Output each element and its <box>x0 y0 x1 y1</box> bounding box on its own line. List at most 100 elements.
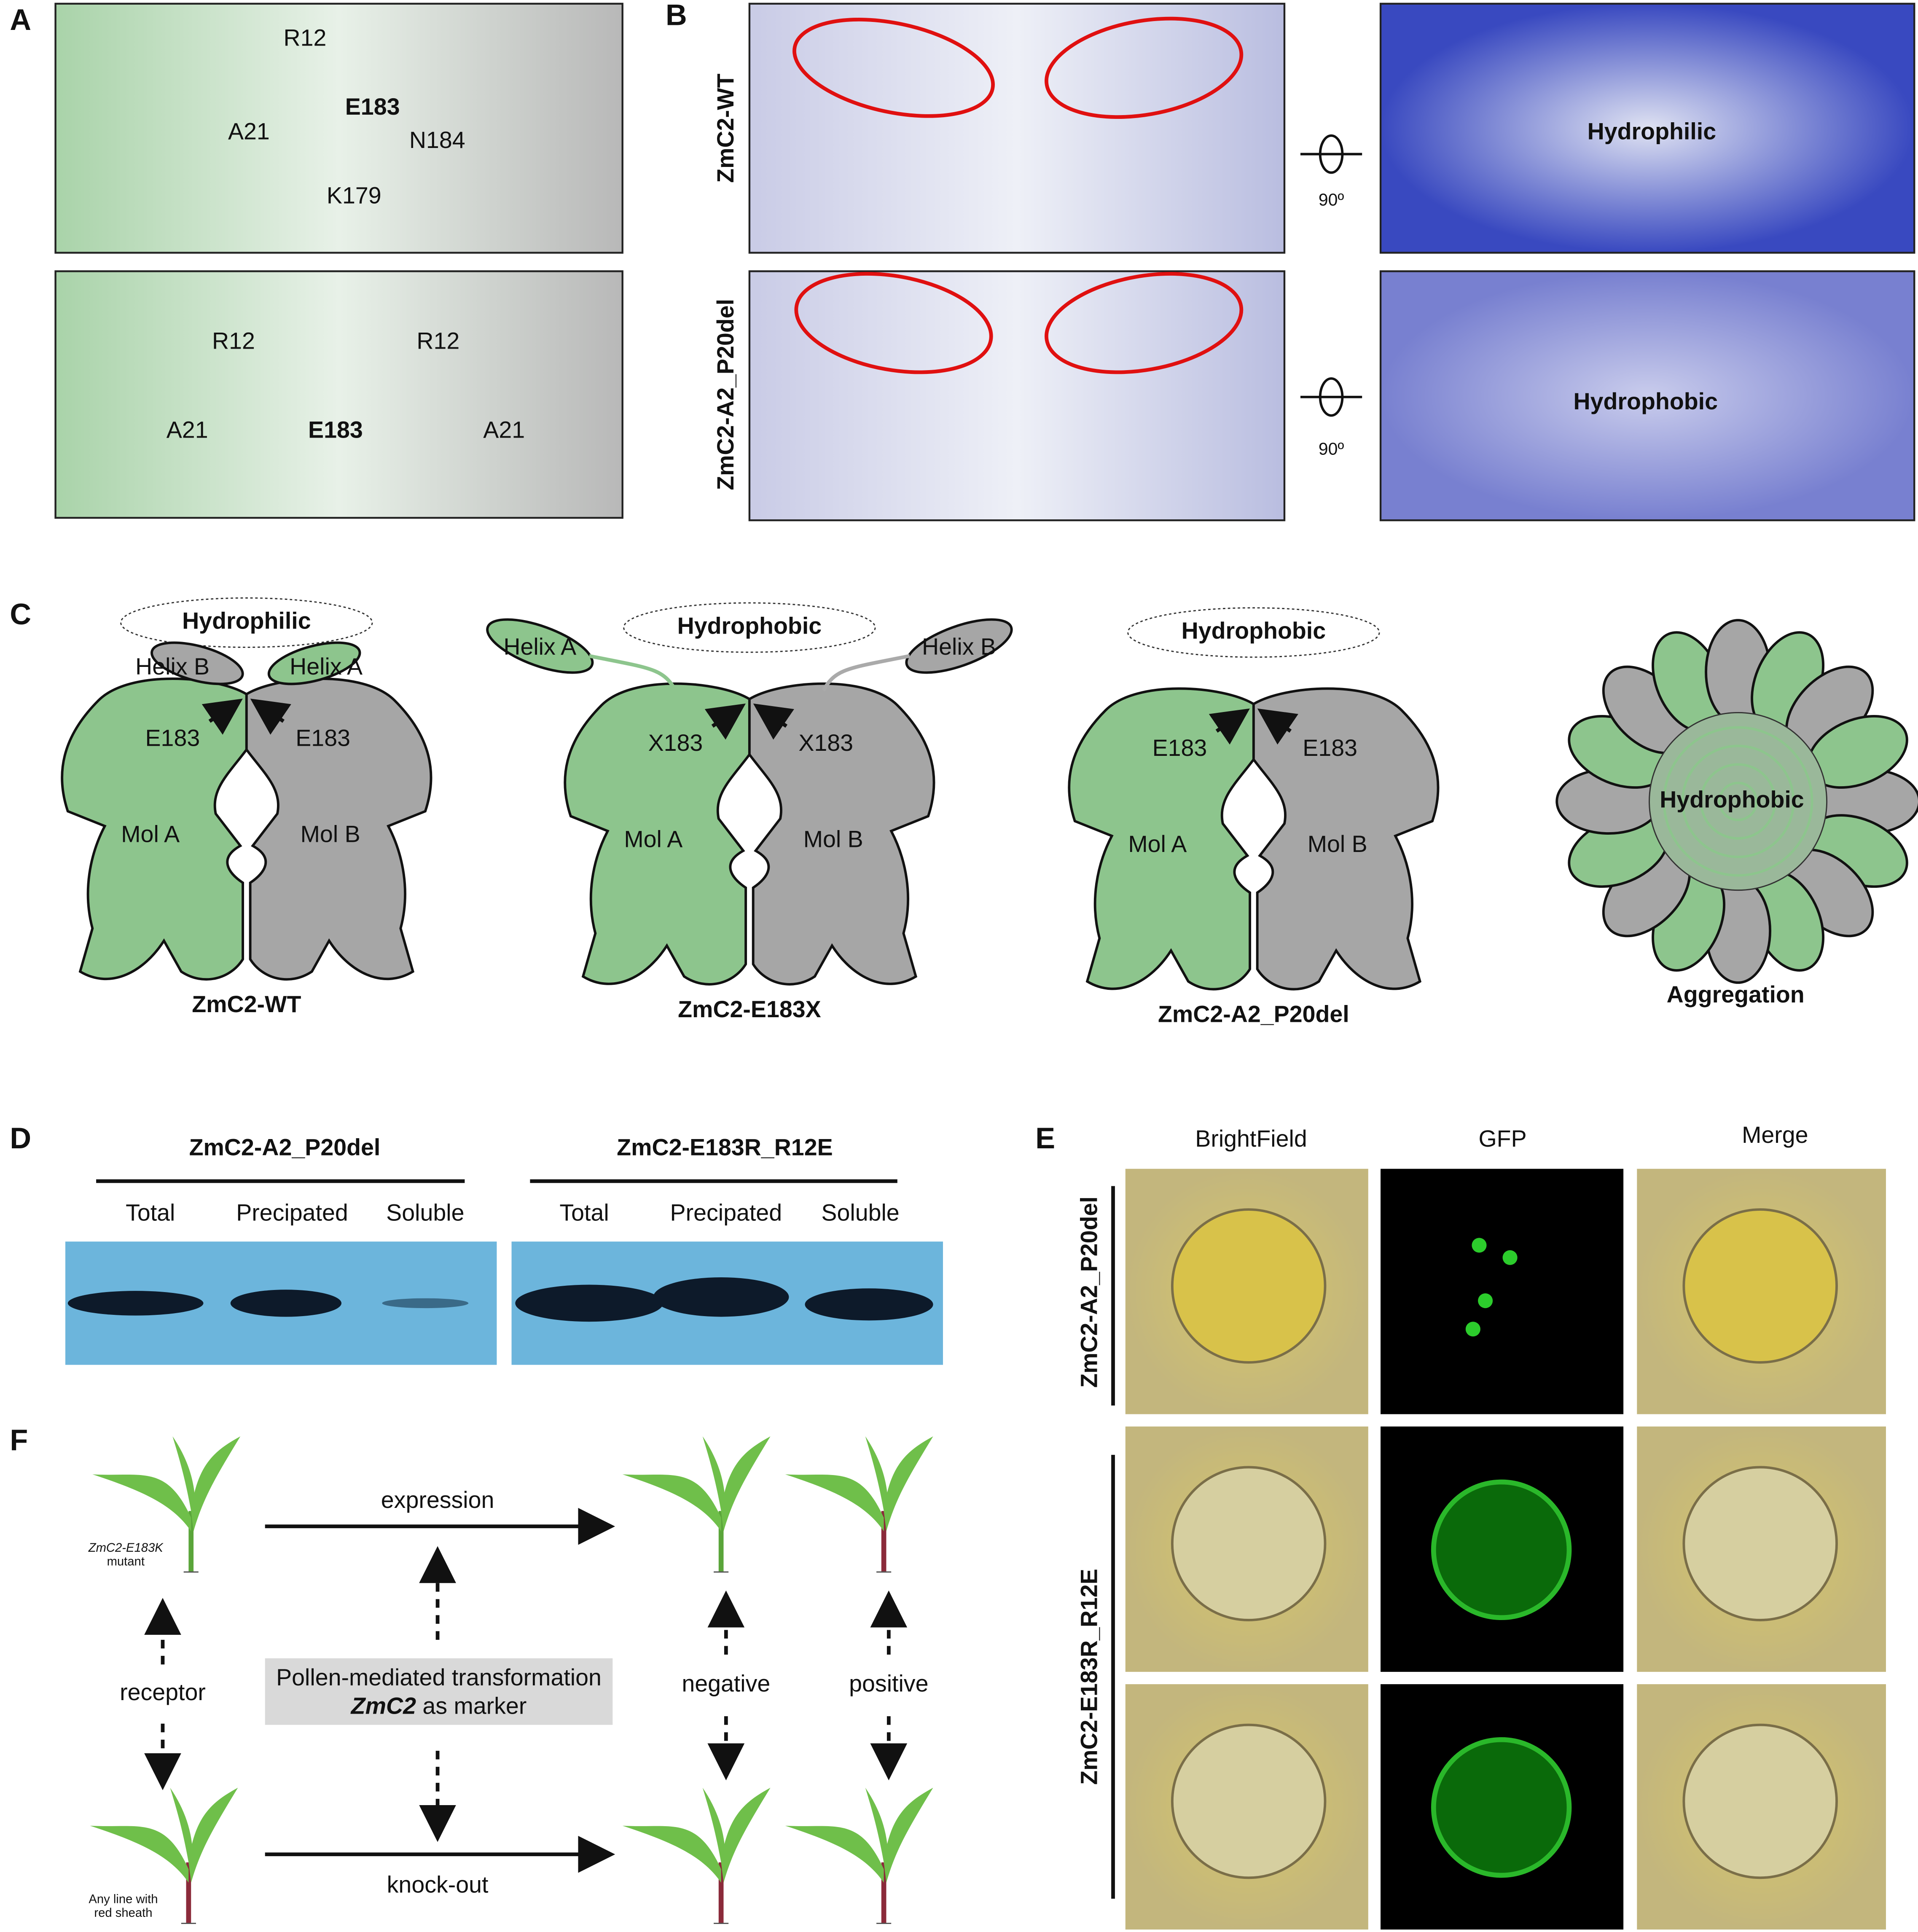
helix <box>267 641 361 685</box>
plant-leaf <box>785 1825 884 1883</box>
residue-label: K179 <box>327 183 381 209</box>
plant-label: ZmC2-E183K <box>88 1541 164 1555</box>
residue-label: R12 <box>284 24 327 51</box>
frame <box>1379 270 1915 521</box>
model-group: Hydrophilic Helix B Helix A E183 E183 Mol A Mo… <box>62 597 1438 1027</box>
residue-label: R12 <box>212 328 255 354</box>
cell <box>1171 1208 1327 1364</box>
helix <box>905 618 1013 674</box>
residue-label: E183 <box>1152 735 1207 761</box>
method-text: ZmC2 as marker <box>350 1693 527 1719</box>
column-label: GFP <box>1478 1126 1526 1152</box>
arrow-label: knock-out <box>387 1871 489 1897</box>
residue-label: A21 <box>483 416 525 443</box>
surface-image <box>1381 3 1915 253</box>
surface-label: Hydrophobic <box>677 613 822 639</box>
cell <box>1171 1466 1327 1621</box>
aggregate-core <box>1649 712 1828 891</box>
plant-leaf <box>721 1436 771 1532</box>
plant-leaf <box>785 1474 884 1532</box>
lane-label: Total <box>126 1199 175 1225</box>
panel-label: A <box>10 3 31 36</box>
group-title: ZmC2-A2_P20del <box>189 1134 381 1160</box>
method-marker: ZmC2 <box>350 1693 416 1719</box>
blot-band <box>805 1288 933 1321</box>
lane-label: Total <box>559 1199 609 1225</box>
plant-leaf <box>884 1436 933 1532</box>
gfp-cell <box>1431 1737 1572 1878</box>
micrograph <box>1381 1169 1624 1414</box>
molecule-label: Mol A <box>1128 831 1187 857</box>
residue-label: N184 <box>409 127 465 153</box>
surface-label: Hydrophilic <box>182 608 311 634</box>
plants <box>90 1436 933 1924</box>
model-name: ZmC2-E183X <box>678 996 821 1022</box>
method-text: Pollen-mediated transformation <box>276 1664 602 1690</box>
plant-leaf <box>865 1787 888 1869</box>
model-name: ZmC2-WT <box>192 991 301 1017</box>
structure-image <box>749 3 1284 253</box>
cell <box>1171 1723 1327 1879</box>
residue-label: X183 <box>798 730 853 756</box>
row-label: ZmC2-A2_P20del <box>1076 1196 1102 1388</box>
helix-label: Helix B <box>922 634 996 660</box>
frame <box>54 270 623 519</box>
plant-label: Any line with <box>89 1893 158 1906</box>
residue-label: E183 <box>308 416 363 443</box>
plant-leaf <box>188 1787 238 1883</box>
frame <box>54 3 623 254</box>
frame <box>748 3 1286 254</box>
surface-image <box>1381 271 1915 521</box>
plant-label: red sheath <box>94 1906 152 1920</box>
method-box <box>265 1658 613 1725</box>
gfp-signal <box>1472 1238 1487 1253</box>
blot-band <box>230 1290 341 1317</box>
plant-leaf <box>721 1787 771 1883</box>
plant-leaf <box>172 1436 196 1518</box>
plant-stem <box>881 1862 886 1924</box>
residue-label: X183 <box>648 730 703 756</box>
plant-leaf <box>90 1825 189 1883</box>
blot-band <box>382 1298 469 1309</box>
plant-leaf <box>865 1436 888 1518</box>
blot-band <box>653 1277 789 1317</box>
lane-label: Soluble <box>821 1199 899 1225</box>
panel-label: D <box>10 1121 31 1155</box>
arrow <box>1257 708 1298 745</box>
plant-leaf <box>702 1436 725 1518</box>
surface-label: Hydrophobic <box>1182 618 1326 644</box>
plant-stem <box>881 1511 886 1572</box>
plant-stem <box>718 1511 724 1572</box>
panel-label: C <box>10 597 31 631</box>
core-ring <box>1663 726 1813 877</box>
helix <box>150 641 244 685</box>
aggregate-center-label: Hydrophobic <box>1660 787 1804 813</box>
plant-leaf <box>884 1787 933 1883</box>
model-name: ZmC2-A2_P20del <box>1158 1001 1349 1027</box>
lane-label: Precipated <box>236 1199 348 1225</box>
molecule-label: Mol B <box>803 826 863 852</box>
molecule-label: Mol A <box>121 821 180 847</box>
gfp-signal <box>1465 1322 1480 1337</box>
residue-label: R12 <box>416 328 459 354</box>
surface-label: Hydrophilic <box>1588 118 1717 145</box>
frame <box>748 270 1286 521</box>
arrow <box>201 699 243 735</box>
blot-band <box>515 1284 664 1322</box>
residue-label: E183 <box>345 94 400 120</box>
aggregate <box>1555 619 1918 984</box>
gfp-cell <box>1431 1479 1572 1620</box>
panel-label: F <box>10 1423 28 1456</box>
helix-label: Helix B <box>135 653 210 680</box>
arrow-label: receptor <box>120 1679 206 1705</box>
gfp-signal <box>1502 1250 1518 1265</box>
rotation-label: 90º <box>1319 190 1344 210</box>
surface-oval <box>1127 607 1380 658</box>
highlight-ellipse <box>792 18 995 118</box>
residue-label: E183 <box>1303 735 1357 761</box>
rotation-icon <box>1300 134 1362 417</box>
surface-oval <box>120 597 373 648</box>
arrow-label: expression <box>381 1487 494 1513</box>
